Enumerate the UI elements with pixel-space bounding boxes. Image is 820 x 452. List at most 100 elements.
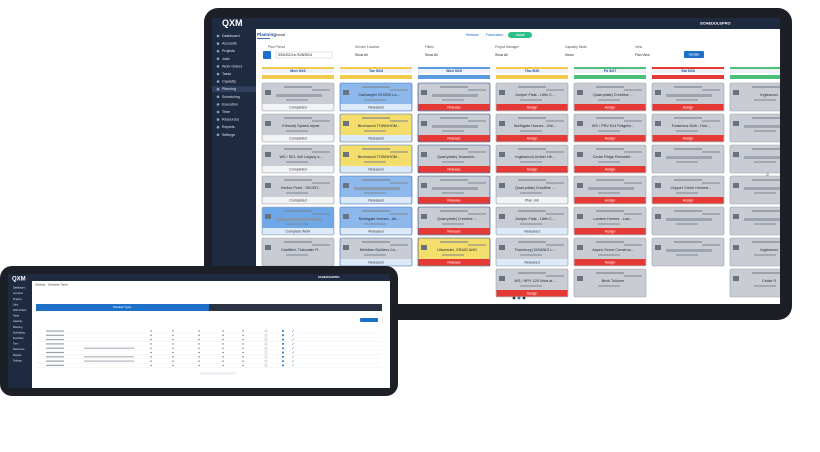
laptop-edit[interactable] bbox=[291, 342, 295, 346]
sidebar-item[interactable]: Tasks bbox=[222, 72, 231, 76]
laptop-edit[interactable] bbox=[291, 359, 295, 363]
job-card[interactable]: Castfield, Tidewater R... bbox=[261, 237, 335, 267]
mode-link[interactable]: Fabrication bbox=[486, 33, 503, 37]
sidebar-item[interactable]: Accounts bbox=[222, 42, 237, 46]
job-card[interactable]: Inglewood| Umber Hil... Assign bbox=[495, 144, 569, 174]
job-card[interactable]: WS / SKL 440 Legacy s... Completed bbox=[261, 144, 335, 174]
laptop-checkbox[interactable] bbox=[264, 334, 268, 337]
job-card[interactable]: Assign bbox=[651, 82, 725, 112]
sidebar-item[interactable]: Scheduling bbox=[222, 95, 240, 99]
laptop-sidebar-item[interactable]: Planning bbox=[13, 326, 23, 329]
job-card[interactable]: Lantern Homes - Law... Assign bbox=[573, 206, 647, 236]
sidebar-item[interactable]: Dashboard bbox=[222, 34, 240, 38]
job-card[interactable]: Cedar Ridge Remodel... Assign bbox=[573, 144, 647, 174]
sidebar-item[interactable]: Resources bbox=[222, 118, 239, 122]
job-card[interactable] bbox=[729, 175, 802, 205]
job-card[interactable]: Northgate Homes - Gre... Assign bbox=[495, 113, 569, 143]
laptop-sidebar-item[interactable]: Dashboard bbox=[13, 287, 25, 290]
job-card[interactable]: Cedar R bbox=[729, 268, 802, 298]
sidebar-item[interactable]: Settings bbox=[222, 133, 235, 137]
job-card[interactable]: Quarrydale| Crestline ... Assign bbox=[573, 82, 647, 112]
laptop-icon[interactable] bbox=[282, 347, 284, 350]
laptop-icon[interactable] bbox=[282, 338, 284, 341]
job-card[interactable]: Inglewood bbox=[729, 237, 802, 267]
job-card[interactable] bbox=[651, 206, 725, 236]
laptop-sidebar-item[interactable]: Projects bbox=[13, 298, 22, 301]
laptop-checkbox[interactable] bbox=[264, 342, 268, 346]
filter-value[interactable]: Show All bbox=[355, 53, 368, 57]
laptop-sidebar-item[interactable]: Settings bbox=[13, 359, 22, 362]
pager-dot[interactable] bbox=[522, 296, 526, 300]
laptop-sidebar-item[interactable]: Time bbox=[13, 343, 19, 346]
laptop-sidebar-item[interactable]: Tasks bbox=[13, 315, 20, 318]
laptop-icon[interactable] bbox=[282, 360, 284, 363]
pager-dot[interactable] bbox=[517, 296, 521, 300]
job-card[interactable]: Quarrydale| Crestline ... Plan Job bbox=[495, 175, 569, 205]
job-card[interactable] bbox=[729, 113, 802, 143]
laptop-sidebar-item[interactable]: Capacity bbox=[13, 320, 23, 323]
page-tab[interactable]: Install bbox=[276, 33, 285, 37]
filter-value[interactable]: Show All bbox=[495, 53, 508, 57]
filter-value[interactable]: Plan View bbox=[635, 53, 650, 57]
sidebar-item[interactable]: Capacity bbox=[222, 80, 236, 84]
job-card[interactable]: Carhwright Of 5000 La... Released bbox=[339, 82, 413, 112]
sidebar-item[interactable]: Projects bbox=[222, 49, 235, 53]
job-card[interactable]: Thornbury| DISANIO L... Released bbox=[495, 237, 569, 267]
sidebar-item[interactable]: Time bbox=[222, 110, 230, 114]
job-card[interactable]: WS / HPV 120 Vista at... Assign bbox=[495, 268, 569, 298]
sidebar-item[interactable]: Work Orders bbox=[222, 64, 243, 68]
laptop-tab-active[interactable] bbox=[36, 304, 209, 311]
laptop-add-button[interactable] bbox=[360, 318, 378, 322]
laptop-checkbox[interactable] bbox=[264, 359, 268, 363]
job-card[interactable]: Birchwood TOWNHOM... Released bbox=[339, 144, 413, 174]
job-card[interactable]: Northgate Homes - Alt... Released bbox=[339, 206, 413, 236]
job-card[interactable]: Assign bbox=[573, 175, 647, 205]
job-card[interactable]: Aspen Grove Construc... Assign bbox=[573, 237, 647, 267]
job-card[interactable]: Completed bbox=[261, 82, 335, 112]
job-card[interactable] bbox=[651, 144, 725, 174]
laptop-icon[interactable] bbox=[282, 355, 284, 358]
laptop-icon[interactable] bbox=[282, 364, 284, 367]
job-card[interactable]: Birchwood TOWNHOM... Released bbox=[339, 113, 413, 143]
laptop-edit[interactable] bbox=[291, 338, 295, 341]
job-card[interactable] bbox=[651, 237, 725, 267]
laptop-checkbox[interactable] bbox=[264, 355, 268, 358]
mode-active-label[interactable]: Install bbox=[516, 33, 525, 37]
laptop-checkbox[interactable] bbox=[264, 329, 268, 333]
job-card[interactable]: Kilmore| Splash repair Completed bbox=[261, 113, 335, 143]
filter-value[interactable]: Hours bbox=[565, 53, 574, 57]
laptop-tab[interactable] bbox=[209, 304, 382, 311]
laptop-sidebar-item[interactable]: Resources bbox=[13, 348, 25, 351]
job-card[interactable]: Quarrydale| Jessamin... Release bbox=[417, 144, 491, 174]
laptop-icon[interactable] bbox=[282, 342, 284, 345]
job-card[interactable]: Harbor Point - SKONT... Completed bbox=[261, 175, 335, 205]
laptop-checkbox[interactable] bbox=[264, 338, 268, 341]
laptop-edit[interactable] bbox=[291, 351, 295, 354]
job-card[interactable]: Juniper Flats - Little C... Released bbox=[495, 206, 569, 236]
job-card[interactable]: Release bbox=[417, 175, 491, 205]
update-label[interactable]: Update bbox=[689, 53, 700, 57]
job-card[interactable] bbox=[729, 144, 802, 174]
laptop-checkbox[interactable] bbox=[264, 351, 268, 354]
job-card[interactable]: Quarrydale| Crestline ... Release bbox=[417, 206, 491, 236]
laptop-sidebar-item[interactable]: Reports bbox=[13, 354, 22, 357]
job-card[interactable]: Fostenius Built - Hori... Assign bbox=[651, 113, 725, 143]
job-card[interactable]: Released bbox=[339, 175, 413, 205]
sidebar-item[interactable]: Reports bbox=[222, 125, 235, 129]
laptop-sidebar-item[interactable]: Execution bbox=[13, 337, 24, 340]
update-button[interactable] bbox=[684, 51, 704, 58]
laptop-sidebar-item[interactable]: Scheduling bbox=[13, 331, 25, 334]
laptop-icon[interactable] bbox=[282, 351, 284, 354]
laptop-icon[interactable] bbox=[282, 334, 284, 337]
filter-value[interactable]: 9/24/2024 to 9/28/2024 bbox=[278, 53, 312, 57]
sidebar-item[interactable]: Jobs bbox=[222, 57, 230, 61]
laptop-icon[interactable] bbox=[282, 330, 284, 332]
laptop-edit[interactable] bbox=[291, 364, 295, 367]
job-card[interactable]: Brick Tollover bbox=[573, 268, 647, 298]
sidebar-item[interactable]: Execution bbox=[222, 102, 238, 106]
job-card[interactable]: Release bbox=[417, 82, 491, 112]
laptop-edit[interactable] bbox=[291, 347, 295, 350]
laptop-sidebar-item[interactable]: Jobs bbox=[13, 303, 19, 306]
job-card[interactable]: Meridian Builders Co... Released bbox=[339, 237, 413, 267]
job-card[interactable]: Release bbox=[417, 113, 491, 143]
